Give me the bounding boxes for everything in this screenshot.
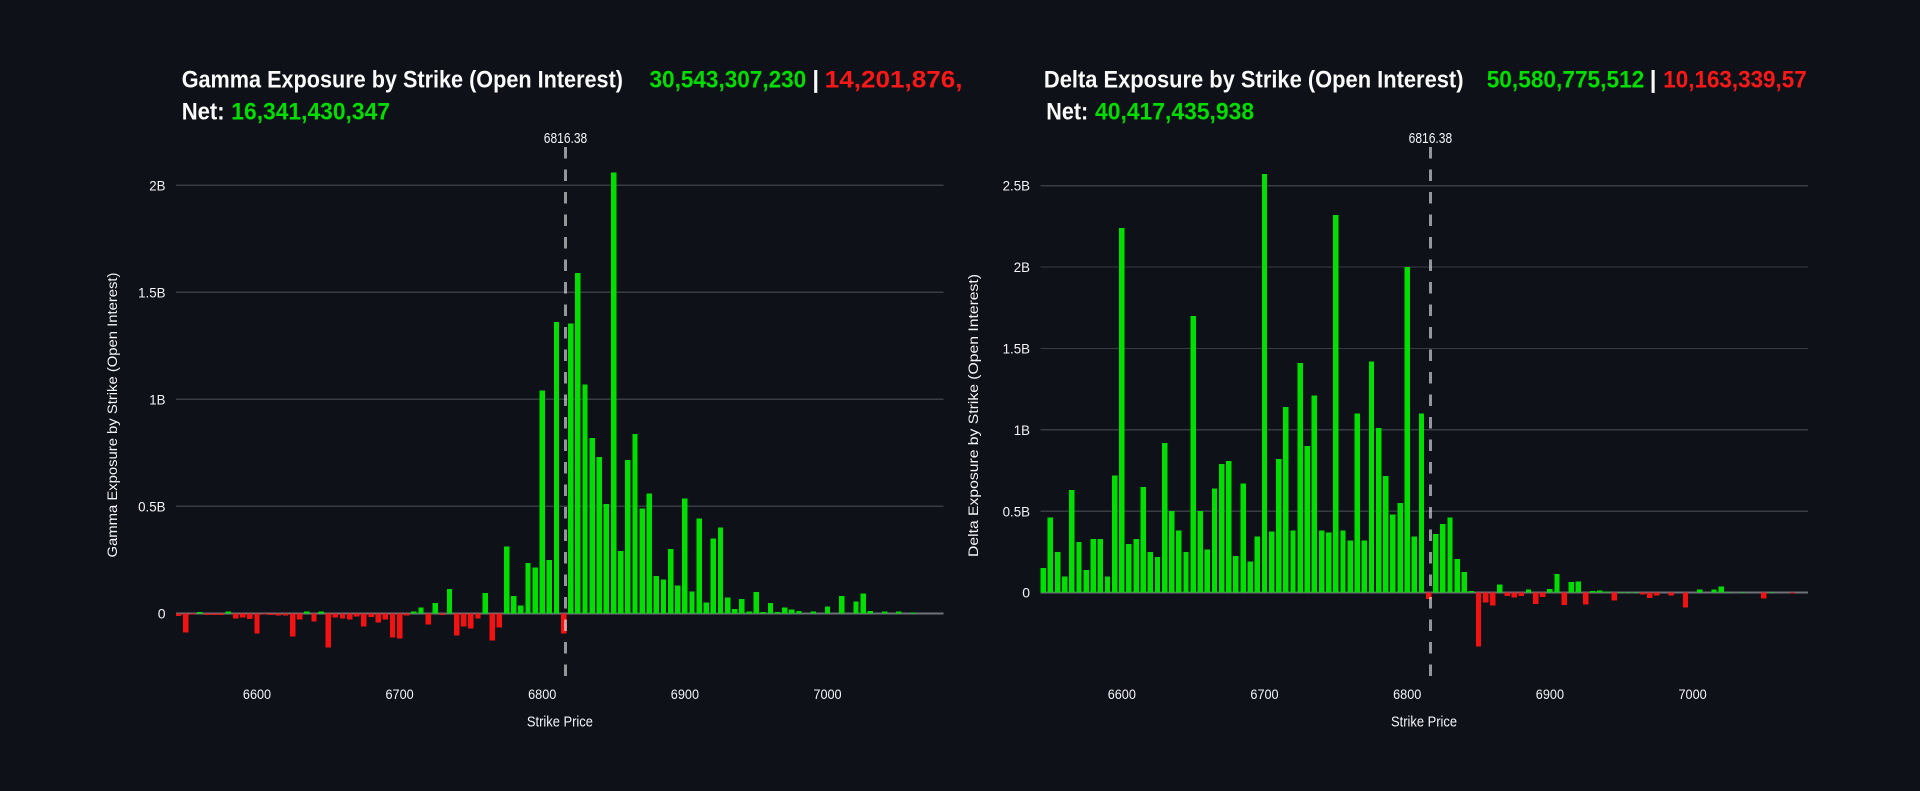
svg-text:1B: 1B [149, 391, 165, 407]
svg-text:6900: 6900 [671, 686, 699, 702]
svg-text:1.5B: 1.5B [1003, 341, 1030, 357]
svg-text:6700: 6700 [386, 686, 414, 702]
svg-text:Gamma Exposure by Strike (Open: Gamma Exposure by Strike (Open Interest) [182, 67, 623, 94]
svg-text:0: 0 [158, 605, 166, 621]
svg-text:6700: 6700 [1250, 686, 1278, 702]
svg-text:|: | [812, 67, 819, 94]
svg-text:6600: 6600 [243, 686, 271, 702]
svg-text:0: 0 [1022, 585, 1030, 601]
svg-text:1B: 1B [1014, 422, 1030, 438]
svg-text:0.5B: 0.5B [1003, 503, 1030, 519]
svg-text:40,417,435,938: 40,417,435,938 [1095, 98, 1254, 125]
svg-text:7000: 7000 [1679, 686, 1707, 702]
svg-text:Net:: Net: [1046, 98, 1088, 125]
svg-text:Net:: Net: [182, 98, 225, 125]
svg-text:6600: 6600 [1108, 686, 1136, 702]
svg-text:6800: 6800 [1393, 686, 1421, 702]
svg-text:|: | [1650, 67, 1657, 94]
svg-text:Strike Price: Strike Price [1391, 713, 1457, 730]
svg-text:2B: 2B [1014, 259, 1030, 275]
svg-text:50,580,775,512: 50,580,775,512 [1487, 67, 1645, 94]
svg-text:10,163,339,57: 10,163,339,57 [1663, 67, 1806, 94]
svg-text:6800: 6800 [528, 686, 556, 702]
svg-text:6900: 6900 [1536, 686, 1564, 702]
svg-text:2B: 2B [149, 177, 165, 193]
svg-text:1.5B: 1.5B [138, 284, 165, 300]
svg-text:2.5B: 2.5B [1003, 178, 1030, 194]
svg-text:Delta Exposure by Strike (Open: Delta Exposure by Strike (Open Interest) [1044, 67, 1464, 94]
svg-text:14,201,876,: 14,201,876, [825, 67, 963, 94]
svg-text:30,543,307,230: 30,543,307,230 [650, 67, 807, 94]
svg-text:Delta Exposure by Strike (Open: Delta Exposure by Strike (Open Interest) [966, 274, 981, 557]
svg-text:Strike Price: Strike Price [527, 713, 593, 730]
svg-text:0.5B: 0.5B [138, 498, 165, 514]
svg-text:6816.38: 6816.38 [1409, 130, 1453, 147]
svg-text:16,341,430,347: 16,341,430,347 [231, 98, 390, 125]
svg-text:6816.38: 6816.38 [544, 130, 588, 147]
svg-text:Gamma Exposure by Strike (Open: Gamma Exposure by Strike (Open Interest) [105, 273, 120, 558]
svg-text:7000: 7000 [813, 686, 841, 702]
